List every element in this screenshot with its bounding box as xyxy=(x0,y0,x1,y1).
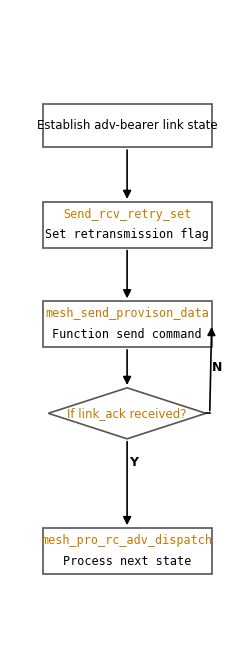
Bar xyxy=(43,104,212,147)
Bar xyxy=(43,301,212,347)
Text: mesh_pro_rc_adv_dispatch: mesh_pro_rc_adv_dispatch xyxy=(42,534,213,547)
Text: mesh_send_provison_data: mesh_send_provison_data xyxy=(45,307,209,320)
Bar xyxy=(43,202,212,248)
Bar xyxy=(43,528,212,574)
Text: Establish adv-bearer link state: Establish adv-bearer link state xyxy=(37,118,217,132)
Text: Send_rcv_retry_set: Send_rcv_retry_set xyxy=(63,208,191,221)
Text: N: N xyxy=(212,361,223,374)
Polygon shape xyxy=(48,388,206,439)
Text: If link_ack received?: If link_ack received? xyxy=(67,407,187,420)
Text: Process next state: Process next state xyxy=(63,555,191,567)
Text: Set retransmission flag: Set retransmission flag xyxy=(45,228,209,242)
Text: Function send command: Function send command xyxy=(52,328,202,341)
Text: Y: Y xyxy=(129,456,138,469)
